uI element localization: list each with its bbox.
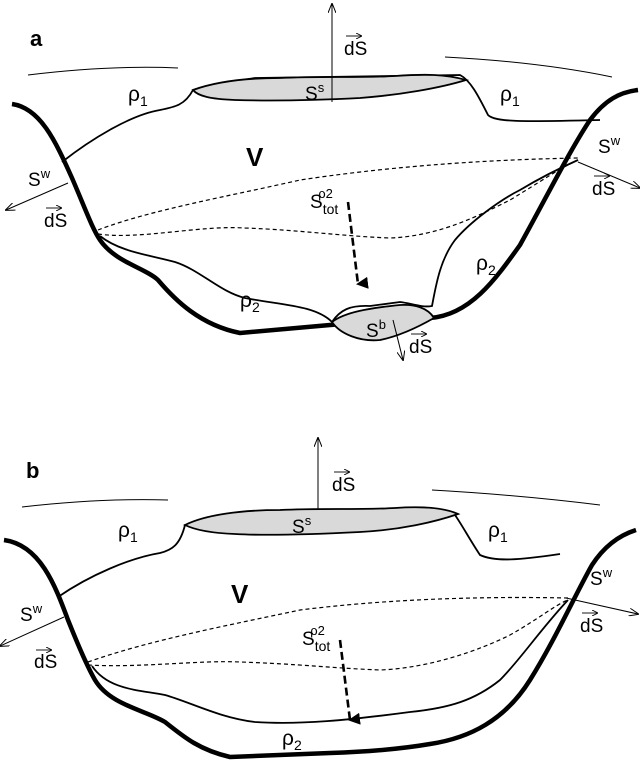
wall-right-label: Sw: [598, 133, 621, 158]
bottom-normal-arrow: [392, 319, 403, 360]
ds-label-bottom: dS: [409, 334, 432, 358]
bottom-sb-label: Sb: [366, 317, 386, 342]
svg-text:dS: dS: [344, 39, 367, 60]
ds-label-right: dS: [580, 613, 603, 637]
svg-text:dS: dS: [34, 652, 57, 673]
stot-direction-arrow: [346, 201, 369, 289]
rho2-right-label: ρ2: [476, 252, 496, 278]
ds-label-top: dS: [332, 472, 355, 496]
rho2-label: ρ2: [282, 727, 302, 753]
lower-isopycnal: [99, 159, 579, 324]
basin-boundary: [3, 527, 637, 760]
stot-dashed-lower: [97, 159, 579, 239]
svg-text:dS: dS: [44, 211, 67, 232]
stot-label: Stotρ2: [310, 186, 338, 217]
panel-a: a ρ1 ρ1 ρ2 ρ2 V Ss Sw Sw: [6, 4, 640, 360]
panel-b-label: b: [26, 458, 39, 483]
surface-ss-label: Ss: [292, 513, 312, 538]
panel-a-label: a: [30, 26, 43, 51]
stot-dashed-upper: [97, 157, 579, 231]
rho1-left-label: ρ1: [128, 83, 148, 109]
rho1-right-label: ρ1: [500, 83, 520, 109]
volume-label: V: [246, 142, 264, 172]
free-surface-left: [27, 66, 179, 76]
stot-dashed-lower: [87, 599, 569, 671]
stot-direction-arrow: [338, 639, 361, 725]
free-surface-left: [21, 499, 169, 508]
stot-dashed-upper: [87, 596, 569, 663]
svg-text:dS: dS: [592, 179, 615, 200]
basin-boundary: [11, 87, 639, 336]
ds-label-left: dS: [34, 650, 57, 673]
svg-text:dS: dS: [332, 475, 355, 496]
bottom-patch-sb: [330, 303, 436, 342]
ds-label-top: dS: [344, 36, 367, 60]
free-surface-right: [431, 489, 601, 506]
surface-patch-ss: [191, 73, 470, 102]
rho2-left-label: ρ2: [240, 289, 260, 315]
ds-label-left: dS: [44, 208, 67, 232]
panel-b: b ρ1 ρ1 ρ2 V Ss Sw Sw Stotρ2 dS: [0, 438, 638, 760]
rho1-right-label: ρ1: [488, 519, 508, 545]
lower-isopycnal: [91, 599, 569, 724]
stot-label: Stotρ2: [302, 623, 330, 654]
surface-patch-ss: [182, 506, 461, 536]
wall-left-label: Sw: [28, 166, 51, 191]
wall-left-label: Sw: [20, 601, 43, 626]
right-wall-normal-arrow: [565, 597, 638, 614]
surface-ss-label: Ss: [305, 80, 325, 105]
svg-text:dS: dS: [580, 616, 603, 637]
ds-label-right: dS: [592, 176, 615, 200]
svg-text:dS: dS: [409, 337, 432, 358]
rho1-left-label: ρ1: [118, 519, 138, 545]
left-wall-normal-arrow: [6, 182, 69, 210]
left-wall-normal-arrow: [0, 616, 65, 646]
free-surface-right: [444, 56, 613, 78]
wall-right-label: Sw: [590, 565, 613, 590]
volume-label: V: [231, 579, 249, 609]
